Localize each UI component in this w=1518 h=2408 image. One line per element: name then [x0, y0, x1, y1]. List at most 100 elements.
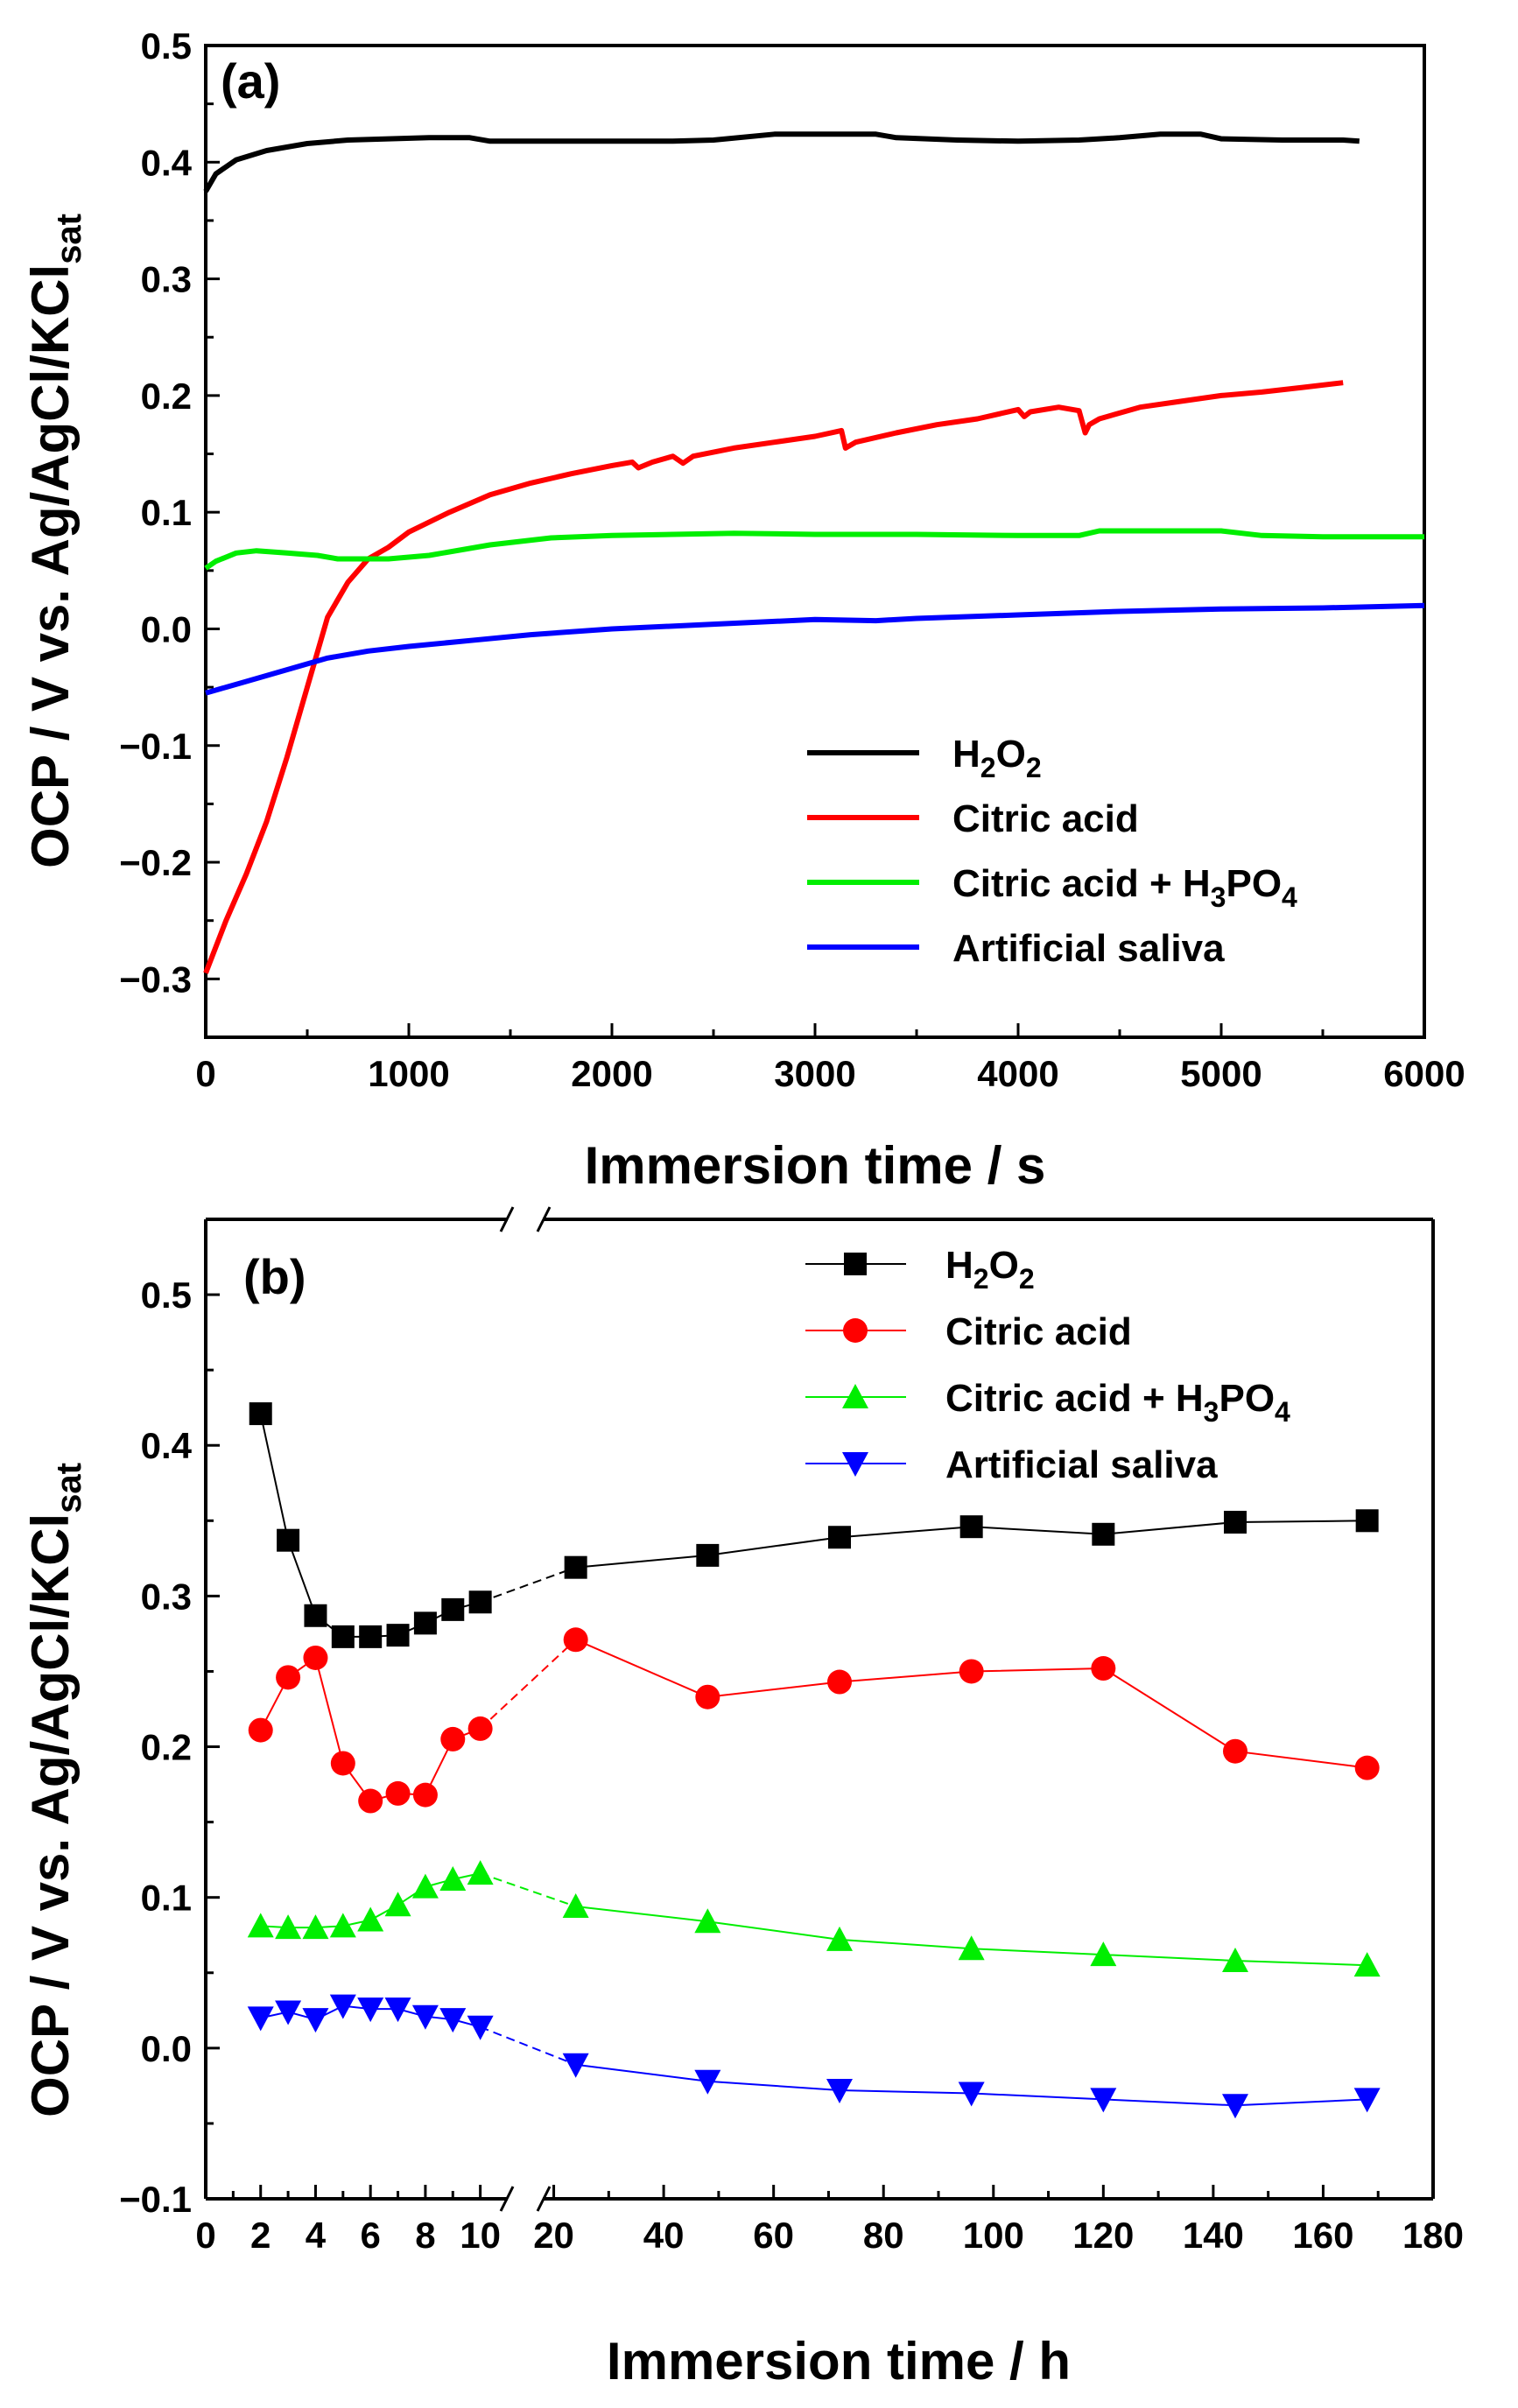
legend-label-h2o2-label-main: H — [952, 733, 980, 776]
legend-label-citric-acid-label-main: Citric acid — [945, 1310, 1132, 1353]
data-point-citric-acid — [276, 1665, 301, 1690]
legend-label-h2o2-label-sub1: 2 — [980, 752, 996, 783]
panel-a-x-tick-label: 3000 — [774, 1053, 855, 1094]
panel-b-x-tick-label: 140 — [1183, 2215, 1244, 2256]
legend-label-citric-acid-h3po4-label-main: Citric acid + H — [945, 1377, 1204, 1420]
series-line-h2o2 — [203, 131, 1360, 193]
legend-label-citric-acid: Citric acid — [952, 797, 1139, 840]
data-point-artificial-saliva — [1090, 2088, 1117, 2113]
data-point-artificial-saliva — [302, 2008, 329, 2033]
legend-label-citric-acid-h3po4-label-mid: PO — [1226, 862, 1282, 905]
data-point-artificial-saliva — [1222, 2094, 1248, 2119]
data-point-citric-acid-h3po4 — [275, 1914, 302, 1940]
legend-label-citric-acid-h3po4-label-sub1: 3 — [1211, 881, 1226, 913]
data-point-h2o2 — [441, 1597, 465, 1621]
panel-a-ticks: 0 1000 2000 3000 4000 5000 6000 −0.3 −0.2 −0.1 0.0… — [119, 25, 1465, 1094]
panel-b-y-axis-title: OCP / V vs. Ag/AgCl/KClsat — [21, 1463, 88, 2117]
data-point-h2o2 — [828, 1526, 851, 1549]
legend-label-artificial-saliva: Artificial saliva — [952, 927, 1225, 970]
legend-marker-artificial-saliva — [842, 1452, 868, 1477]
legend-label-h2o2-label-main: H — [945, 1244, 973, 1287]
panel-a-y-tick-label: 0.2 — [141, 376, 192, 417]
panel-b-y-tick-label: 0.3 — [141, 1576, 192, 1617]
series-line-artificial-saliva — [205, 602, 1425, 696]
panel-b-axis-break-top — [499, 1206, 515, 1232]
legend-label-citric-acid-h3po4-label-sub2: 4 — [1282, 881, 1297, 913]
data-point-citric-acid-h3po4 — [329, 1913, 356, 1938]
panel-a-y-tick-label: 0.1 — [141, 492, 192, 533]
panel-a-series — [203, 131, 1425, 974]
panel-a-y-axis-title: OCP / V vs. Ag/AgCl/KClsat — [21, 214, 88, 868]
legend-label-h2o2-label-sub1: 2 — [973, 1263, 989, 1295]
data-point-h2o2 — [359, 1625, 383, 1648]
data-point-citric-acid-h3po4 — [247, 1913, 274, 1938]
data-point-citric-acid — [358, 1788, 383, 1814]
legend-label-citric-acid: Citric acid — [945, 1310, 1132, 1353]
panel-a-x-tick-label: 0 — [195, 1053, 215, 1094]
data-point-h2o2 — [304, 1604, 327, 1627]
legend-label-h2o2-label-sub2: 2 — [1026, 752, 1042, 783]
panel-b-plot-frame — [204, 1206, 1435, 2212]
panel-b-y-tick-label: 0.2 — [141, 1727, 192, 1768]
legend-label-citric-acid-h3po4-label-sub2: 4 — [1275, 1396, 1290, 1428]
panel-b-x-tick-label: 0 — [195, 2215, 215, 2256]
legend-marker-h2o2 — [844, 1253, 867, 1275]
series-break-connector-citric-acid-h3po4 — [480, 1872, 576, 1907]
legend-label-h2o2-label-sub2: 2 — [1019, 1263, 1035, 1295]
data-point-citric-acid — [412, 1782, 438, 1808]
data-point-h2o2 — [1224, 1511, 1247, 1534]
panel-a-y-tick-label: −0.3 — [119, 958, 192, 1000]
data-point-artificial-saliva — [826, 2079, 853, 2104]
panel-a-x-tick-label: 6000 — [1383, 1053, 1465, 1094]
data-point-citric-acid — [563, 1627, 588, 1653]
legend-label-artificial-saliva-label-main: Artificial saliva — [952, 927, 1225, 970]
data-point-citric-acid-h3po4 — [384, 1892, 411, 1917]
data-point-artificial-saliva — [562, 2053, 589, 2078]
data-point-h2o2 — [249, 1402, 272, 1426]
data-point-citric-acid — [1354, 1755, 1380, 1780]
series-break-connector-citric-acid — [479, 1639, 577, 1730]
panel-b-x-tick-label: 120 — [1072, 2215, 1134, 2256]
data-point-h2o2 — [1092, 1522, 1115, 1546]
panel-b-x-tick-label: 20 — [533, 2215, 574, 2256]
panel-b-series — [247, 1402, 1381, 2119]
panel-b-x-tick-label: 160 — [1292, 2215, 1353, 2256]
panel-b-y-tick-label: 0.0 — [141, 2028, 192, 2069]
data-point-citric-acid-h3po4 — [694, 1908, 721, 1934]
panel-a-y-tick-label: −0.2 — [119, 842, 192, 883]
data-point-artificial-saliva — [694, 2069, 721, 2095]
panel-a-chart: 0 1000 2000 3000 4000 5000 6000 −0.3 −0.2 −0.1 0.0… — [21, 25, 1465, 1195]
data-point-artificial-saliva — [247, 2006, 274, 2032]
legend-label-citric-acid-h3po4: Citric acid + H3PO4 — [945, 1377, 1290, 1428]
panel-a-y-tick-label: 0.3 — [141, 259, 192, 300]
panel-a-x-axis-title: Immersion time / s — [585, 1136, 1046, 1195]
data-point-citric-acid — [827, 1669, 852, 1695]
panel-a-y-tick-label: 0.5 — [141, 25, 192, 67]
data-point-citric-acid-h3po4 — [411, 1873, 439, 1899]
legend-marker-citric-acid-h3po4 — [842, 1384, 868, 1408]
panel-b-x-tick-label: 4 — [306, 2215, 327, 2256]
panel-b-chart: −0.10.00.10.20.30.40.50 2 4 6 8 10 20 40 60 80 100… — [21, 1206, 1464, 2390]
panel-a-x-tick-label: 2000 — [571, 1053, 652, 1094]
legend-label-artificial-saliva: Artificial saliva — [945, 1443, 1218, 1486]
panel-b-x-tick-label: 10 — [460, 2215, 501, 2256]
data-point-artificial-saliva — [275, 2000, 302, 2025]
data-point-citric-acid — [1091, 1656, 1116, 1681]
panel-b-x-axis-title: Immersion time / h — [607, 2332, 1071, 2390]
data-point-citric-acid-h3po4 — [357, 1906, 384, 1932]
series-break-connector-h2o2 — [480, 1566, 577, 1604]
data-point-artificial-saliva — [467, 2015, 494, 2040]
data-point-citric-acid — [248, 1717, 273, 1743]
panel-b-x-tick-label: 60 — [753, 2215, 794, 2256]
data-point-citric-acid-h3po4 — [958, 1935, 985, 1961]
legend-label-h2o2: H2O2 — [952, 733, 1042, 783]
data-point-artificial-saliva — [958, 2082, 985, 2107]
panel-b-x-tick-label: 8 — [415, 2215, 435, 2256]
panel-b-y-tick-label: 0.4 — [141, 1425, 193, 1466]
panel-b-axis-break-bottom — [536, 2186, 552, 2212]
series-break-connector-artificial-saliva — [480, 2025, 577, 2066]
panel-a-y-axis-title-main: OCP / V vs. Ag/AgCl/KCl — [21, 264, 80, 868]
data-point-h2o2 — [468, 1590, 492, 1614]
